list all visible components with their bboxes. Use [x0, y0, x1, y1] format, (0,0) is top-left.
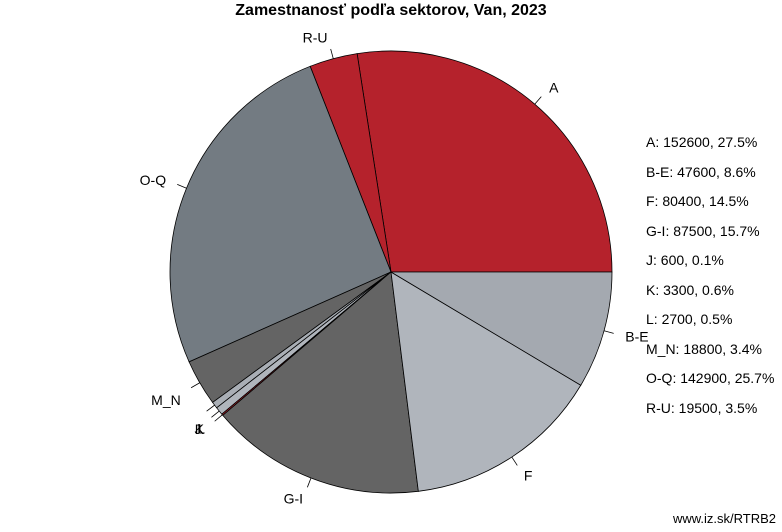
legend-item-l: L: 2700, 0.5%: [646, 311, 733, 327]
pie-label-l: L: [197, 420, 205, 436]
pie-label-a: A: [549, 79, 559, 95]
pie-slice-o-q: [169, 65, 392, 363]
pie-slice-g-i: [222, 271, 419, 494]
legend-item-j: J: 600, 0.1%: [646, 252, 724, 268]
pie-tick-o-q: [177, 184, 187, 189]
pie-tick-k: [211, 410, 220, 418]
pie-label-j: J: [195, 421, 202, 437]
pie-label-o-q: O-Q: [140, 172, 167, 188]
pie-tick-g-i: [306, 477, 312, 488]
pie-labels: A R-U O-Q M_N LKJ G-I F B-E: [140, 29, 649, 506]
legend-item-b-e: B-E: 47600, 8.6%: [646, 163, 756, 180]
pie-tick-a: [534, 96, 542, 105]
pie-slices: [169, 50, 613, 494]
legend-item-m-n: M_N: 18800, 3.4%: [646, 340, 762, 357]
pie-label-f: F: [524, 467, 533, 483]
pie-slice-a: [356, 50, 613, 273]
pie-label-r-u: R-U: [303, 29, 328, 45]
pie-tick-j: [214, 414, 223, 422]
legend-item-k: K: 3300, 0.6%: [646, 281, 734, 298]
legend-item-o-q: O-Q: 142900, 25.7%: [646, 370, 775, 386]
pie-label-g-i: G-I: [284, 491, 303, 507]
source-link[interactable]: www.iz.sk/RTRB2: [672, 511, 776, 526]
pie-tick-m-n: [190, 382, 200, 389]
pie-slice-f: [390, 271, 582, 492]
legend-item-g-i: G-I: 87500, 15.7%: [646, 222, 760, 239]
legend: A: 152600, 27.5% B-E: 47600, 8.6% F: 80400…: [646, 134, 774, 429]
pie-label-b-e: B-E: [625, 329, 648, 345]
legend-item-a: A: 152600, 27.5%: [646, 134, 758, 150]
pie-tick-l: [206, 404, 215, 412]
pie-tick-f: [511, 456, 518, 466]
pie-tick-b-e: [603, 330, 614, 334]
pie-label-k: K: [195, 421, 205, 437]
legend-item-f: F: 80400, 14.5%: [646, 193, 749, 209]
pie-tick-r-u: [330, 48, 334, 59]
legend-item-r-u: R-U: 19500, 3.5%: [646, 399, 758, 416]
pie-label-m-n: M_N: [151, 392, 181, 408]
chart-title: Zamestnanosť podľa sektorov, Van, 2023: [235, 2, 547, 19]
